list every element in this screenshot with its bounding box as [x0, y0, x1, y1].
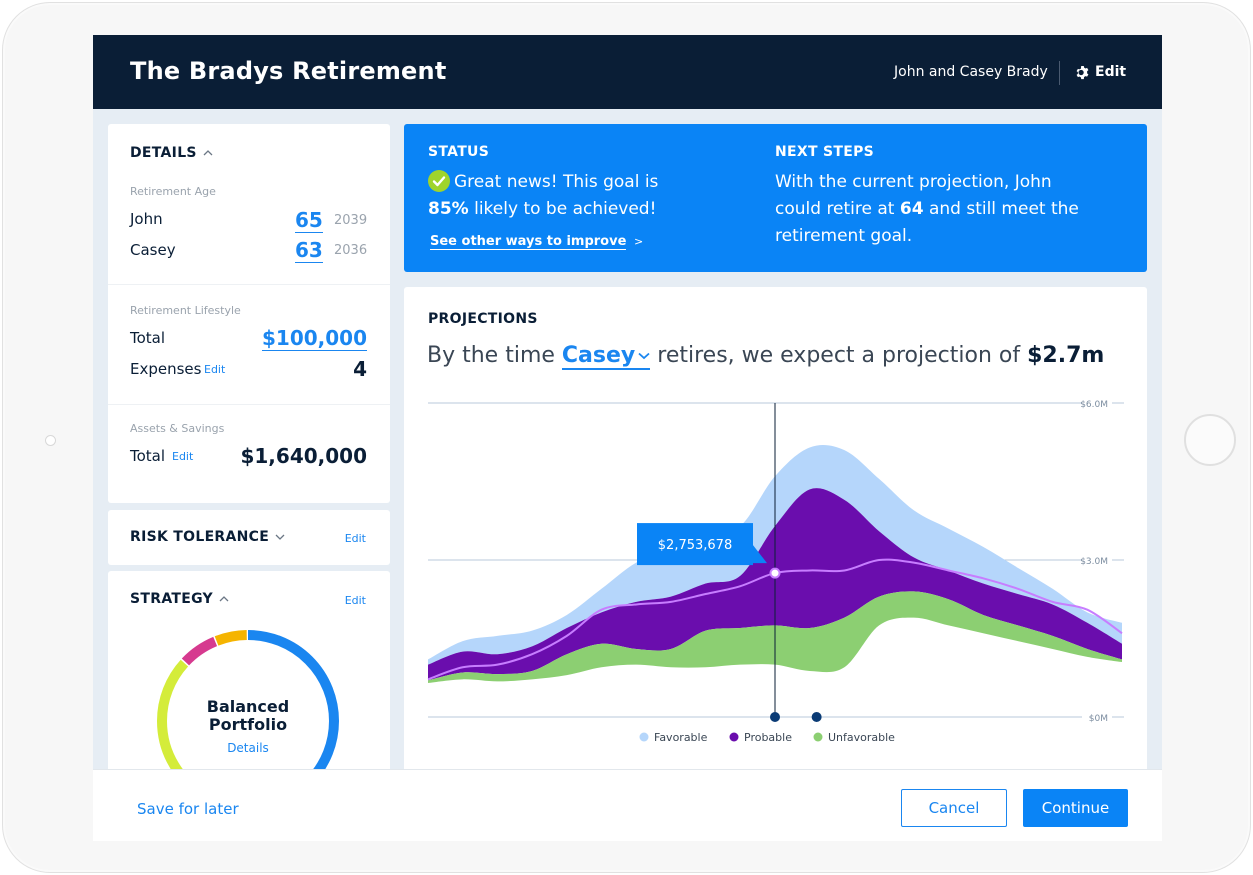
details-toggle[interactable]: DETAILS	[130, 145, 213, 161]
improve-link-label: See other ways to improve	[430, 234, 627, 250]
projections-card: PROJECTIONS By the time Casey retires, w…	[404, 287, 1147, 777]
divider	[108, 284, 390, 285]
expenses-edit-link[interactable]: Edit	[204, 363, 226, 376]
next-steps-text-before: With the current projection, John could …	[775, 172, 1052, 219]
lifestyle-total-label: Total	[130, 329, 166, 347]
projection-area-chart[interactable]: $6.0M $3.0M $0M $2,753,678 Favorable Probable…	[404, 387, 1147, 767]
strategy-edit-link[interactable]: Edit	[344, 594, 366, 607]
continue-button[interactable]: Continue	[1023, 789, 1128, 827]
status-percent: 85%	[428, 199, 469, 219]
projection-sentence: By the time Casey retires, we expect a p…	[427, 343, 1105, 370]
camera-icon	[45, 435, 56, 446]
header-divider	[1059, 61, 1060, 85]
sentence-mid: retires, we expect a projection of	[650, 343, 1028, 368]
assets-edit-link[interactable]: Edit	[172, 450, 194, 463]
chevron-right-icon: >	[633, 235, 644, 248]
chevron-down-icon	[638, 352, 650, 360]
portfolio-details-link[interactable]: Details	[227, 741, 269, 755]
expenses-value: 4	[353, 357, 367, 381]
risk-edit-link[interactable]: Edit	[344, 532, 366, 545]
retire-year-john: 2039	[334, 213, 368, 228]
save-for-later-link[interactable]: Save for later	[137, 800, 239, 818]
person-select[interactable]: Casey	[561, 343, 651, 370]
legend-swatch	[639, 732, 649, 742]
portfolio-name-line1: Balanced	[206, 697, 290, 716]
sentence-start: By the time	[427, 343, 562, 368]
expenses-label: Expenses	[130, 360, 202, 378]
retirement-marker[interactable]	[811, 712, 822, 722]
check-circle-icon	[428, 170, 450, 192]
portfolio-name-line2: Portfolio	[208, 715, 288, 734]
risk-tolerance-card: RISK TOLERANCE Edit	[108, 510, 390, 565]
person-name-john: John	[130, 210, 163, 228]
risk-tolerance-title: RISK TOLERANCE	[130, 529, 270, 545]
improve-link[interactable]: See other ways to improve >	[430, 234, 644, 250]
age-link-john[interactable]: 65	[295, 208, 323, 233]
edit-button[interactable]: Edit	[1075, 64, 1126, 80]
value-tooltip: $2,753,678	[637, 523, 767, 566]
portfolio-name: Balanced Portfolio	[168, 698, 328, 734]
status-title: STATUS	[428, 144, 490, 160]
person-select-label: Casey	[561, 343, 636, 368]
legend-label: Probable	[744, 731, 792, 744]
next-steps-age: 64	[899, 199, 924, 219]
page-title: The Bradys Retirement	[130, 57, 447, 85]
donut-segment	[157, 630, 339, 812]
lifestyle-label: Retirement Lifestyle	[130, 304, 241, 317]
status-line2: likely to be achieved!	[468, 199, 657, 219]
legend-label: Unfavorable	[828, 731, 895, 744]
edit-label: Edit	[1095, 64, 1127, 80]
next-steps-text-after: and still meet the retirement goal.	[775, 199, 1079, 246]
retirement-age-label: Retirement Age	[130, 185, 216, 198]
chevron-up-icon	[203, 150, 213, 156]
legend-label: Favorable	[654, 731, 708, 744]
tooltip-pointer	[753, 545, 767, 564]
y-tick-label: $0M	[1089, 714, 1108, 724]
y-tick-label: $3.0M	[1080, 557, 1108, 567]
cancel-button[interactable]: Cancel	[901, 789, 1007, 827]
chevron-down-icon	[275, 534, 285, 540]
status-line1: Great news! This goal is	[454, 172, 659, 192]
legend-swatch	[729, 732, 739, 742]
selected-point[interactable]	[769, 567, 781, 579]
app-header: The Bradys Retirement John and Casey Bra…	[93, 35, 1162, 109]
age-link-casey[interactable]: 63	[295, 238, 323, 263]
details-card: DETAILS Retirement Age John 65 2039 Case…	[108, 124, 390, 503]
next-steps-title: NEXT STEPS	[775, 144, 875, 160]
details-title: DETAILS	[130, 145, 197, 161]
tooltip-value: $2,753,678	[658, 538, 732, 553]
status-message: Great news! This goal is 85% likely to b…	[428, 169, 728, 223]
user-name: John and Casey Brady	[894, 64, 1048, 80]
home-button[interactable]	[1184, 414, 1236, 466]
assets-value: $1,640,000	[240, 444, 367, 468]
action-footer: Save for later Cancel Continue	[93, 769, 1162, 841]
next-steps-message: With the current projection, John could …	[775, 169, 1095, 250]
projection-amount: $2.7m	[1027, 343, 1105, 368]
lifestyle-total-link[interactable]: $100,000	[261, 326, 367, 351]
assets-label: Assets & Savings	[130, 422, 225, 435]
strategy-title: STRATEGY	[130, 591, 213, 607]
y-tick-label: $6.0M	[1080, 400, 1108, 410]
divider	[108, 404, 390, 405]
assets-total-label: Total	[130, 447, 166, 465]
risk-tolerance-toggle[interactable]: RISK TOLERANCE	[130, 529, 285, 545]
chevron-up-icon	[219, 596, 229, 602]
retirement-marker[interactable]	[770, 712, 780, 722]
person-name-casey: Casey	[130, 241, 176, 259]
app-screen: The Bradys Retirement John and Casey Bra…	[93, 35, 1162, 841]
status-banner: STATUS Great news! This goal is 85% like…	[404, 124, 1147, 272]
strategy-toggle[interactable]: STRATEGY	[130, 591, 229, 607]
tooltip-box	[637, 523, 753, 566]
gear-icon	[1076, 65, 1089, 79]
retire-year-casey: 2036	[334, 243, 368, 258]
legend-swatch	[813, 732, 823, 742]
projections-title: PROJECTIONS	[428, 311, 538, 327]
